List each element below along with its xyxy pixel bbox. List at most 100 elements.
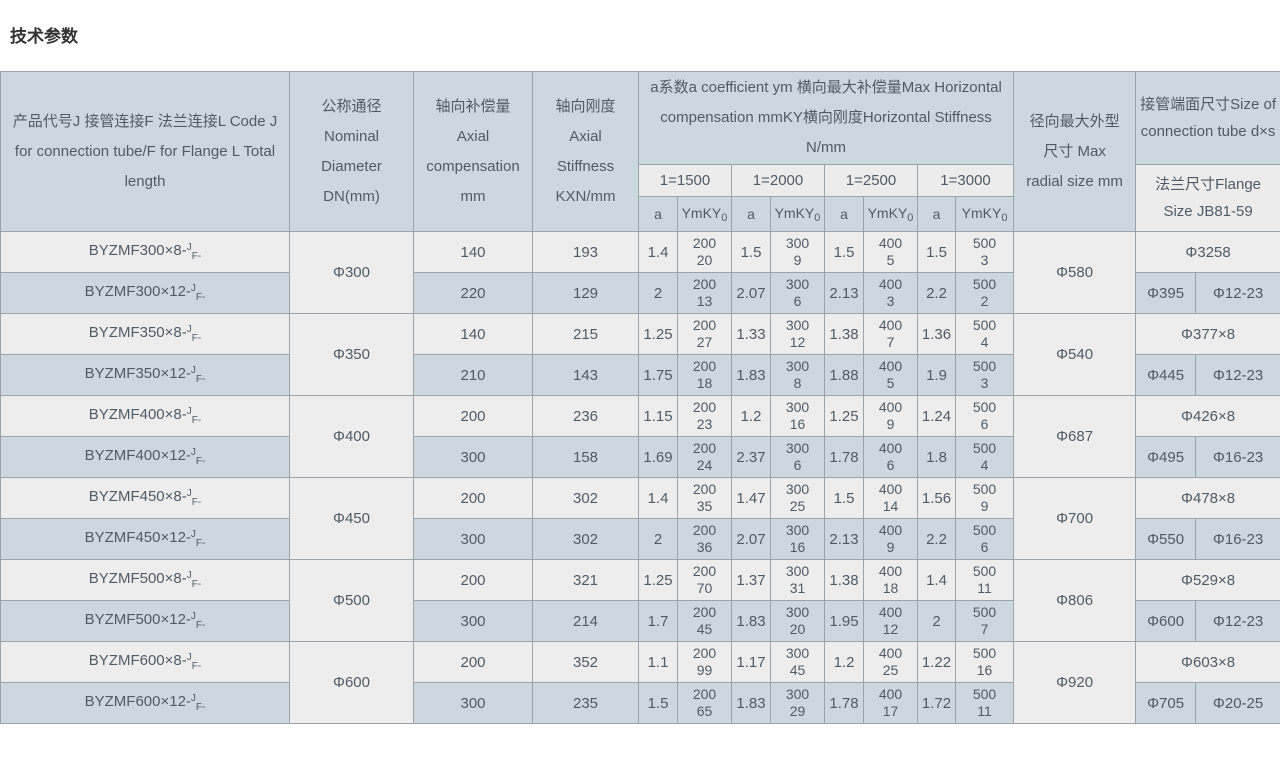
ymky0-value-cell: 200 27 xyxy=(678,314,732,355)
a-coefficient-cell: 1.38 xyxy=(825,560,864,601)
a-coefficient-cell: 2 xyxy=(918,601,956,642)
flange-size-cell: Φ16-23 xyxy=(1196,437,1280,478)
tube-size-cell: Φ3258 xyxy=(1136,232,1280,273)
product-code-cell: BYZMF600×12-JF- xyxy=(1,683,290,724)
axial-compensation-cell: 200 xyxy=(414,560,533,601)
axial-compensation-cell: 300 xyxy=(414,437,533,478)
axial-stiffness-cell: 302 xyxy=(533,478,639,519)
product-code-subscript: F- xyxy=(196,702,205,713)
ymky0-value-cell: 500 7 xyxy=(956,601,1014,642)
ymky0-value-cell: 200 18 xyxy=(678,355,732,396)
product-code-subscript: F- xyxy=(196,620,205,631)
axial-compensation-cell: 210 xyxy=(414,355,533,396)
flange-diameter-cell: Φ600 xyxy=(1136,601,1196,642)
nominal-diameter-cell: Φ600 xyxy=(290,642,414,724)
a-coefficient-cell: 1.56 xyxy=(918,478,956,519)
axial-compensation-cell: 300 xyxy=(414,601,533,642)
ymky0-value-cell: 400 14 xyxy=(864,478,918,519)
product-code-subscript: F- xyxy=(192,415,201,426)
max-radial-size-cell: Φ920 xyxy=(1014,642,1136,724)
flange-size-cell: Φ16-23 xyxy=(1196,519,1280,560)
col-header-l2500: 1=2500 xyxy=(825,165,918,197)
col-header-ymky-1: YmKY0 xyxy=(678,197,732,232)
col-header-tube-size: 接管端面尺寸Size of connection tube d×s xyxy=(1136,72,1280,165)
product-code-base: BYZMF400×8- xyxy=(89,406,187,423)
product-code-base: BYZMF450×12- xyxy=(85,529,191,546)
a-coefficient-cell: 1.15 xyxy=(639,396,678,437)
nominal-diameter-cell: Φ400 xyxy=(290,396,414,478)
col-header-ymky-4: YmKY0 xyxy=(956,197,1014,232)
flange-diameter-cell: Φ495 xyxy=(1136,437,1196,478)
axial-stiffness-cell: 129 xyxy=(533,273,639,314)
col-header-max-radial-size: 径向最大外型尺寸 Max radial size mm xyxy=(1014,72,1136,232)
max-radial-size-cell: Φ700 xyxy=(1014,478,1136,560)
product-code-cell: BYZMF450×12-JF- xyxy=(1,519,290,560)
a-coefficient-cell: 1.25 xyxy=(639,314,678,355)
a-coefficient-cell: 2.07 xyxy=(732,519,771,560)
product-code-cell: BYZMF400×8-JF- xyxy=(1,396,290,437)
nominal-diameter-cell: Φ450 xyxy=(290,478,414,560)
product-code-cell: BYZMF350×12-JF- xyxy=(1,355,290,396)
tube-size-cell: Φ377×8 xyxy=(1136,314,1280,355)
ymky0-value-cell: 300 9 xyxy=(771,232,825,273)
product-code-subscript: F- xyxy=(196,374,205,385)
tube-size-cell: Φ529×8 xyxy=(1136,560,1280,601)
product-code-cell: BYZMF300×8-JF- xyxy=(1,232,290,273)
product-code-base: BYZMF450×8- xyxy=(89,488,187,505)
ymky0-value-cell: 200 35 xyxy=(678,478,732,519)
ymky0-value-cell: 500 6 xyxy=(956,519,1014,560)
a-coefficient-cell: 1.83 xyxy=(732,683,771,724)
axial-stiffness-cell: 214 xyxy=(533,601,639,642)
max-radial-size-cell: Φ540 xyxy=(1014,314,1136,396)
ymky0-value-cell: 400 3 xyxy=(864,273,918,314)
a-coefficient-cell: 1.95 xyxy=(825,601,864,642)
a-coefficient-cell: 2 xyxy=(639,273,678,314)
axial-stiffness-cell: 302 xyxy=(533,519,639,560)
ymky0-value-cell: 500 2 xyxy=(956,273,1014,314)
a-coefficient-cell: 1.5 xyxy=(918,232,956,273)
col-header-l2000: 1=2000 xyxy=(732,165,825,197)
axial-stiffness-cell: 158 xyxy=(533,437,639,478)
ymky0-value-cell: 300 45 xyxy=(771,642,825,683)
product-code-cell: BYZMF450×8-JF- xyxy=(1,478,290,519)
a-coefficient-cell: 1.38 xyxy=(825,314,864,355)
ymky0-value-cell: 400 18 xyxy=(864,560,918,601)
product-code-subscript: F- xyxy=(192,333,201,344)
a-coefficient-cell: 1.33 xyxy=(732,314,771,355)
axial-stiffness-cell: 193 xyxy=(533,232,639,273)
ymky0-value-cell: 300 31 xyxy=(771,560,825,601)
a-coefficient-cell: 2.13 xyxy=(825,273,864,314)
a-coefficient-cell: 1.36 xyxy=(918,314,956,355)
ymky0-value-cell: 300 6 xyxy=(771,273,825,314)
flange-diameter-cell: Φ395 xyxy=(1136,273,1196,314)
axial-stiffness-cell: 235 xyxy=(533,683,639,724)
product-code-base: BYZMF300×8- xyxy=(89,242,187,259)
a-coefficient-cell: 1.5 xyxy=(639,683,678,724)
col-header-ymky-2: YmKY0 xyxy=(771,197,825,232)
col-header-axial-compensation: 轴向补偿量Axial compensation mm xyxy=(414,72,533,232)
col-header-a-2: a xyxy=(732,197,771,232)
tube-size-cell: Φ603×8 xyxy=(1136,642,1280,683)
col-header-nominal-diameter: 公称通径Nominal Diameter DN(mm) xyxy=(290,72,414,232)
product-code-subscript: F- xyxy=(196,456,205,467)
ymky0-value-cell: 400 6 xyxy=(864,437,918,478)
ymky0-value-cell: 200 45 xyxy=(678,601,732,642)
product-code-subscript: F- xyxy=(196,292,205,303)
ymky0-value-cell: 500 3 xyxy=(956,355,1014,396)
a-coefficient-cell: 1.78 xyxy=(825,437,864,478)
tube-size-cell: Φ426×8 xyxy=(1136,396,1280,437)
a-coefficient-cell: 1.25 xyxy=(639,560,678,601)
product-code-base: BYZMF350×8- xyxy=(89,324,187,341)
product-code-cell: BYZMF600×8-JF- xyxy=(1,642,290,683)
ymky0-value-cell: 400 17 xyxy=(864,683,918,724)
ymky0-value-cell: 300 20 xyxy=(771,601,825,642)
a-coefficient-cell: 1.4 xyxy=(918,560,956,601)
ymky0-value-cell: 300 12 xyxy=(771,314,825,355)
ymky0-value-cell: 500 4 xyxy=(956,314,1014,355)
max-radial-size-cell: Φ580 xyxy=(1014,232,1136,314)
axial-stiffness-cell: 143 xyxy=(533,355,639,396)
